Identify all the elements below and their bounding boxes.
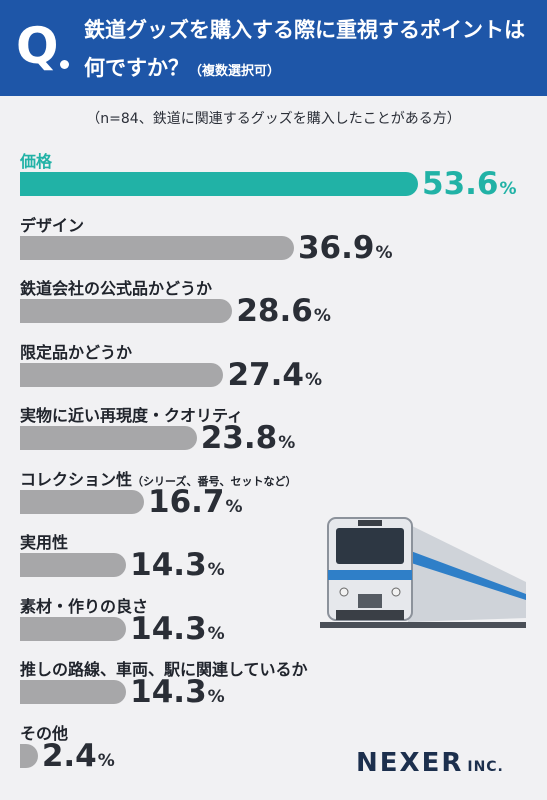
value-label: 36.9% xyxy=(298,231,393,270)
value-label: 28.6% xyxy=(236,294,331,333)
logo-suffix: INC. xyxy=(467,759,504,775)
category-label: 素材・作りの良さ xyxy=(20,593,148,617)
category-text: デザイン xyxy=(20,215,85,235)
question-header: Q 鉄道グッズを購入する際に重視するポイントは 何ですか？（複数選択可） xyxy=(0,0,547,96)
bar xyxy=(20,680,127,704)
value-unit: % xyxy=(304,369,322,390)
category-label: 価格 xyxy=(20,148,52,172)
category-text: 価格 xyxy=(20,152,53,171)
category-label: 鉄道会社の公式品かどうか xyxy=(20,275,212,299)
value-number: 14.3 xyxy=(130,547,207,583)
bar xyxy=(20,489,144,514)
question-title-line1: 鉄道グッズを購入する際に重視するポイントは xyxy=(84,18,525,42)
nexer-logo: NEXER INC. xyxy=(356,748,504,778)
category-text: その他 xyxy=(20,723,69,743)
category-label: 実物に近い再現度・クオリティ xyxy=(20,402,243,426)
value-unit: % xyxy=(375,242,393,263)
category-label: 推しの路線、車両、駅に関連しているか xyxy=(20,656,308,680)
value-number: 28.6 xyxy=(236,293,313,329)
question-note: （複数選択可） xyxy=(189,64,281,79)
bar xyxy=(20,362,224,387)
value-unit: % xyxy=(225,496,243,517)
value-unit: % xyxy=(207,560,225,580)
value-unit: % xyxy=(313,306,331,326)
category-text: 素材・作りの良さ xyxy=(20,596,149,616)
question-title-line2: 何ですか？（複数選択可） xyxy=(84,52,280,82)
category-label: その他 xyxy=(20,720,68,744)
value-label: 53.6% xyxy=(422,167,517,206)
bar xyxy=(20,426,197,450)
category-text: 限定品かどうか xyxy=(20,342,133,362)
value-label: 14.3% xyxy=(130,612,225,651)
category-text: 鉄道会社の公式品かどうか xyxy=(20,279,213,298)
bar xyxy=(20,616,127,641)
bar xyxy=(20,553,127,577)
category-text: 推しの路線、車両、駅に関連しているか xyxy=(20,660,308,679)
bar xyxy=(20,235,294,260)
question-title-text: 何ですか？ xyxy=(84,56,189,80)
value-number: 23.8 xyxy=(200,420,278,456)
value-unit: % xyxy=(499,179,517,199)
category-note: （シリーズ、番号、セットなど） xyxy=(132,474,297,488)
value-label: 14.3% xyxy=(130,548,225,587)
value-label: 16.7% xyxy=(148,485,243,524)
value-number: 27.4 xyxy=(227,356,304,393)
value-unit: % xyxy=(278,433,296,453)
category-text: 実物に近い再現度・クオリティ xyxy=(20,406,244,425)
category-label: コレクション性（シリーズ、番号、セットなど） xyxy=(20,466,296,490)
value-label: 27.4% xyxy=(227,358,322,397)
category-label: デザイン xyxy=(20,212,84,236)
category-text: 実用性 xyxy=(20,533,69,552)
logo-name: NEXER xyxy=(356,748,464,778)
value-unit: % xyxy=(207,687,225,707)
bar xyxy=(20,172,418,196)
value-unit: % xyxy=(97,750,115,771)
q-dot xyxy=(60,60,69,69)
category-label: 実用性 xyxy=(20,529,68,553)
value-label: 2.4% xyxy=(42,739,115,778)
category-text: コレクション性 xyxy=(20,469,133,489)
value-label: 14.3% xyxy=(130,675,225,714)
bar xyxy=(20,299,233,323)
value-unit: % xyxy=(207,623,225,644)
value-number: 16.7 xyxy=(148,483,225,520)
bar xyxy=(20,743,38,768)
value-number: 14.3 xyxy=(130,610,207,647)
survey-subtitle: （n=84、鉄道に関連するグッズを購入したことがある方） xyxy=(86,111,461,127)
value-label: 23.8% xyxy=(201,421,296,460)
category-label: 限定品かどうか xyxy=(20,339,132,363)
value-number: 2.4 xyxy=(41,737,97,774)
value-number: 14.3 xyxy=(130,674,207,710)
value-number: 36.9 xyxy=(297,229,375,266)
q-mark: Q xyxy=(16,17,59,75)
train-illustration xyxy=(320,517,526,628)
value-number: 53.6 xyxy=(422,166,499,202)
